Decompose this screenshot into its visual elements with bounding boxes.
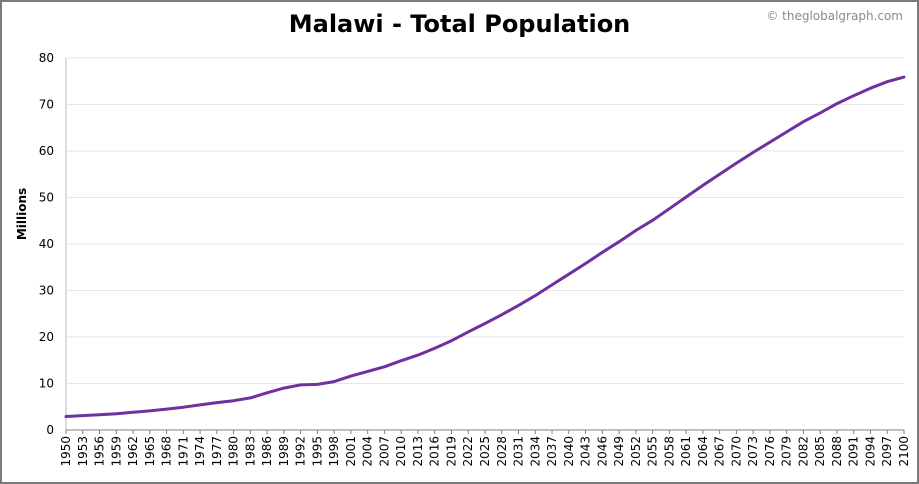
x-tick-label: 2019 [444,436,458,467]
credit-text: © theglobalgraph.com [766,9,903,23]
x-tick-label: 1950 [59,436,73,467]
y-tick-label: 70 [39,98,54,112]
x-tick-label: 1989 [277,436,291,467]
x-tick-label: 1977 [210,436,224,467]
y-tick-label: 10 [39,377,54,391]
x-tick-label: 1971 [176,436,190,467]
x-tick-label: 2010 [394,436,408,467]
x-tick-label: 2064 [696,436,710,467]
x-tick-label: 2013 [411,436,425,467]
y-tick-label: 30 [39,284,54,298]
x-tick-label: 2097 [880,436,894,467]
x-tick-label: 1968 [160,436,174,467]
x-tick-label: 2091 [847,436,861,467]
y-tick-label: 40 [39,237,54,251]
x-tick-label: 2094 [863,436,877,467]
x-tick-labels: 1950 1953 1956 1959 1962 1965 1968 1971 1974 1977… [59,436,911,467]
x-tick-label: 1992 [294,436,308,467]
x-tick-label: 2022 [461,436,475,467]
x-tick-label: 2004 [361,436,375,467]
x-tick-label: 1986 [260,436,274,467]
y-tick-label: 50 [39,191,54,205]
x-tick-label: 1983 [243,436,257,467]
x-tick-label: 2025 [478,436,492,467]
x-tick-label: 2088 [830,436,844,467]
x-tick-label: 2049 [612,436,626,467]
series-line [64,75,906,418]
x-tick-label: 2076 [763,436,777,467]
x-tick-label: 2052 [629,436,643,467]
x-tick-label: 2046 [595,436,609,467]
x-tick-label: 2055 [646,436,660,467]
y-tick-label: 60 [39,144,54,158]
chart-title: Malawi - Total Population [288,10,631,38]
x-tick-label: 2040 [562,436,576,467]
x-tick-label: 1959 [109,436,123,467]
x-tick-label: 2067 [713,436,727,467]
series-layer [64,75,906,418]
x-tick-label: 2082 [796,436,810,467]
x-tick-label: 2061 [679,436,693,467]
x-tick-label: 2007 [377,436,391,467]
x-tick-label: 2085 [813,436,827,467]
y-tick-label: 80 [39,51,54,65]
y-tick-labels: 0 10 20 30 40 50 60 70 80 [39,51,54,437]
x-tick-label: 1980 [227,436,241,467]
y-tick-label: 20 [39,330,54,344]
x-tick-label: 1998 [327,436,341,467]
x-tick-label: 1953 [76,436,90,467]
x-tick-label: 1965 [143,436,157,467]
x-tick-label: 2028 [495,436,509,467]
x-tick-label: 2073 [746,436,760,467]
x-tick-label: 2070 [729,436,743,467]
x-tick-label: 1995 [310,436,324,467]
x-tick-label: 2034 [528,436,542,467]
axes [65,58,905,434]
x-tick-label: 2100 [897,436,911,467]
x-tick-label: 2037 [545,436,559,467]
x-tick-label: 1962 [126,436,140,467]
x-tick-label: 2016 [428,436,442,467]
x-tick-label: 2001 [344,436,358,467]
x-tick-label: 2043 [579,436,593,467]
x-tick-label: 2031 [512,436,526,467]
x-tick-label: 1956 [93,436,107,467]
grid-lines [66,57,904,384]
x-tick-label: 2079 [780,436,794,467]
x-tick-label: 2058 [662,436,676,467]
x-tick-label: 1974 [193,436,207,467]
y-tick-label: 0 [46,423,54,437]
